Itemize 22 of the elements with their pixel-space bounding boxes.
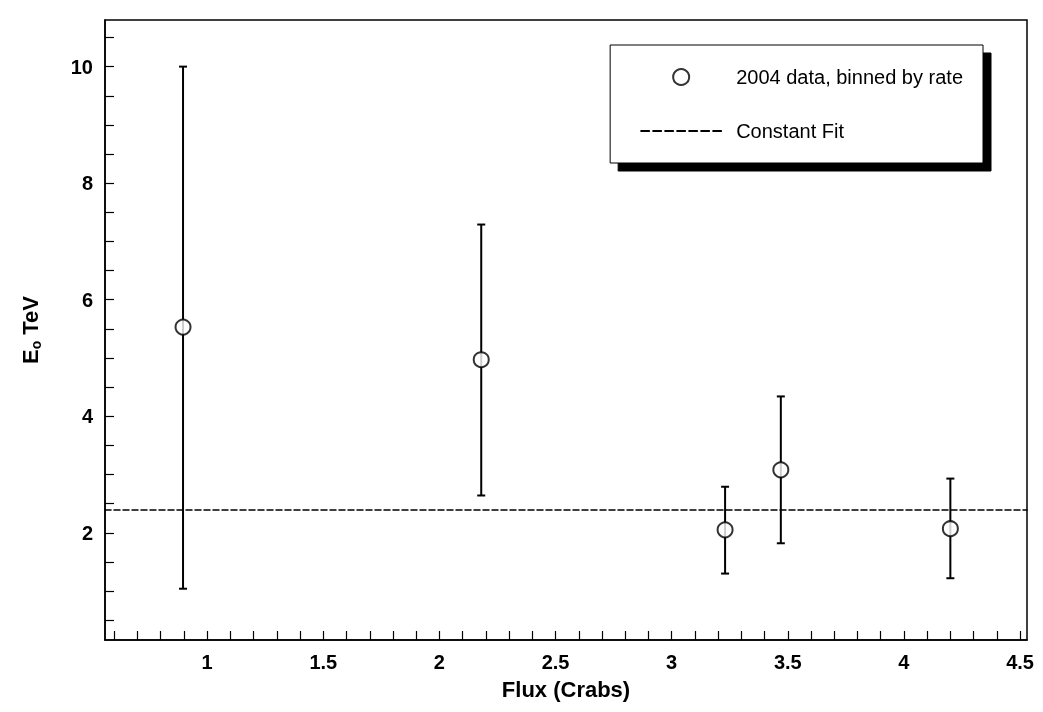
point <box>174 318 192 336</box>
y-tick-label: 10 <box>70 55 93 78</box>
x-tick-label: 3.5 <box>773 651 802 673</box>
legend-label: 2004 data, binned by rate <box>736 66 964 88</box>
y-tick-label: 6 <box>81 288 93 311</box>
point <box>772 461 790 479</box>
x-tick-label: 4.5 <box>1006 651 1034 673</box>
y-tick-label: 8 <box>81 172 93 195</box>
x-tick-label: 1.5 <box>309 651 338 673</box>
point <box>716 521 734 539</box>
y-tick-label: 2 <box>81 521 93 544</box>
x-tick-label: 2.5 <box>541 651 570 673</box>
point <box>941 520 959 538</box>
x-axis-title: Flux (Crabs) <box>501 676 631 702</box>
x-tick-label: 4 <box>898 651 911 673</box>
x-tick-label: 3 <box>666 651 678 673</box>
point <box>472 351 490 369</box>
x-tick-label: 2 <box>433 651 445 673</box>
y-tick-label: 4 <box>81 405 94 428</box>
y-axis-title: Eo TeV <box>17 295 44 365</box>
x-tick-label: 1 <box>201 651 213 673</box>
legend-label: Constant Fit <box>736 120 845 142</box>
